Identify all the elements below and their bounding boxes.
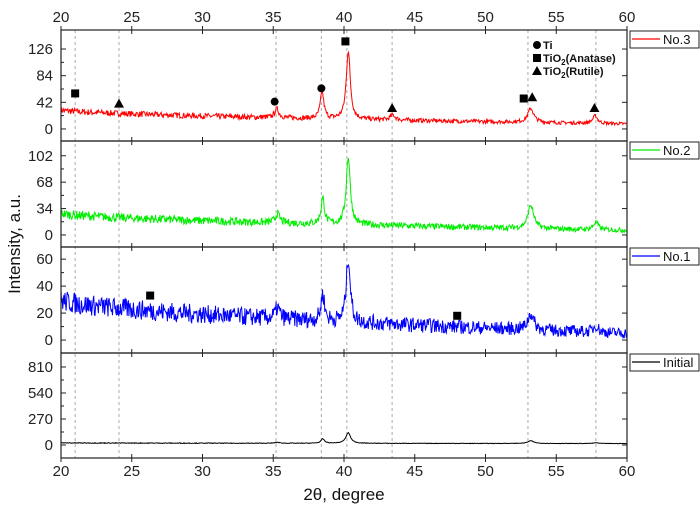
x-tick-label-bottom: 50 [477,463,494,480]
y-tick-label: 0 [45,121,53,138]
x-tick-label-bottom: 45 [406,463,423,480]
legend-label: No.2 [663,143,690,158]
square-marker [71,89,80,98]
phase-markers [71,37,600,320]
legend-box [629,247,700,266]
x-tick-label-bottom: 20 [53,463,70,480]
y-tick-label: 126 [28,41,53,58]
x-tick-label-top: 55 [548,9,565,26]
square-marker [146,291,155,300]
legend-box [629,353,700,372]
legend-box [629,30,700,49]
y-tick-label: 540 [28,385,53,402]
legends: No.3 No.2 No.1 Initial TiTiO2(Anatase)TiO2(R… [532,30,700,372]
y-tick-label: 810 [28,359,53,376]
x-tick-label-bottom: 35 [265,463,282,480]
y-tick-label: 0 [45,227,53,244]
panel-frame [60,140,628,248]
series-no2 [60,157,628,234]
legend-box [629,141,700,160]
y-tick-label: 0 [45,437,53,454]
x-tick-label-top: 50 [477,9,494,26]
square-marker [519,94,528,103]
marker-legend-label: TiO2(Rutile) [543,66,604,80]
square-marker [341,37,350,46]
y-tick-label: 42 [36,94,53,111]
x-tick-label-top: 60 [619,9,636,26]
marker-legend-label: TiO2(Anatase) [543,53,616,67]
triangle-marker [532,66,542,75]
square-marker [533,54,541,62]
legend-label: No.1 [663,249,690,264]
y-tick-label: 34 [36,201,53,218]
triangle-marker [387,103,398,113]
series-initial [60,431,628,445]
x-axis-label: 2θ, degree [303,485,384,504]
x-tick-label-bottom: 60 [619,463,636,480]
x-tick-label-top: 35 [265,9,282,26]
x-tick-label-top: 45 [406,9,423,26]
series-no3 [60,50,628,127]
legend-label: No.3 [663,32,690,47]
series-group [60,50,628,445]
y-tick-label: 40 [36,278,53,295]
y-tick-label: 84 [36,68,53,85]
y-tick-label: 0 [45,332,53,349]
square-marker [453,311,462,320]
x-tick-label-bottom: 25 [123,463,140,480]
y-axis-label: Intensity, a.u. [5,194,24,294]
y-tick-label: 68 [36,174,53,191]
triangle-marker [114,98,125,108]
x-tick-label-top: 30 [194,9,211,26]
y-tick-label: 102 [28,148,53,165]
legend-label: Initial [663,355,693,370]
y-tick-label: 60 [36,251,53,268]
circle-marker [270,97,279,106]
x-tick-label-top: 40 [336,9,353,26]
x-tick-label-bottom: 40 [336,463,353,480]
x-tick-label-bottom: 30 [194,463,211,480]
marker-legend-label: Ti [543,40,553,52]
reference-lines [74,30,597,458]
x-tick-label-top: 20 [53,9,70,26]
axis-ticks: 0428412603468102020406002705408102020252… [28,9,635,480]
x-tick-label-bottom: 55 [548,463,565,480]
triangle-marker [589,103,600,113]
circle-marker [533,41,541,49]
circle-marker [317,84,326,93]
y-tick-label: 270 [28,411,53,428]
x-tick-label-top: 25 [123,9,140,26]
y-tick-label: 20 [36,305,53,322]
panel-frame [60,352,628,459]
triangle-marker [527,92,538,102]
series-no1 [60,264,628,340]
